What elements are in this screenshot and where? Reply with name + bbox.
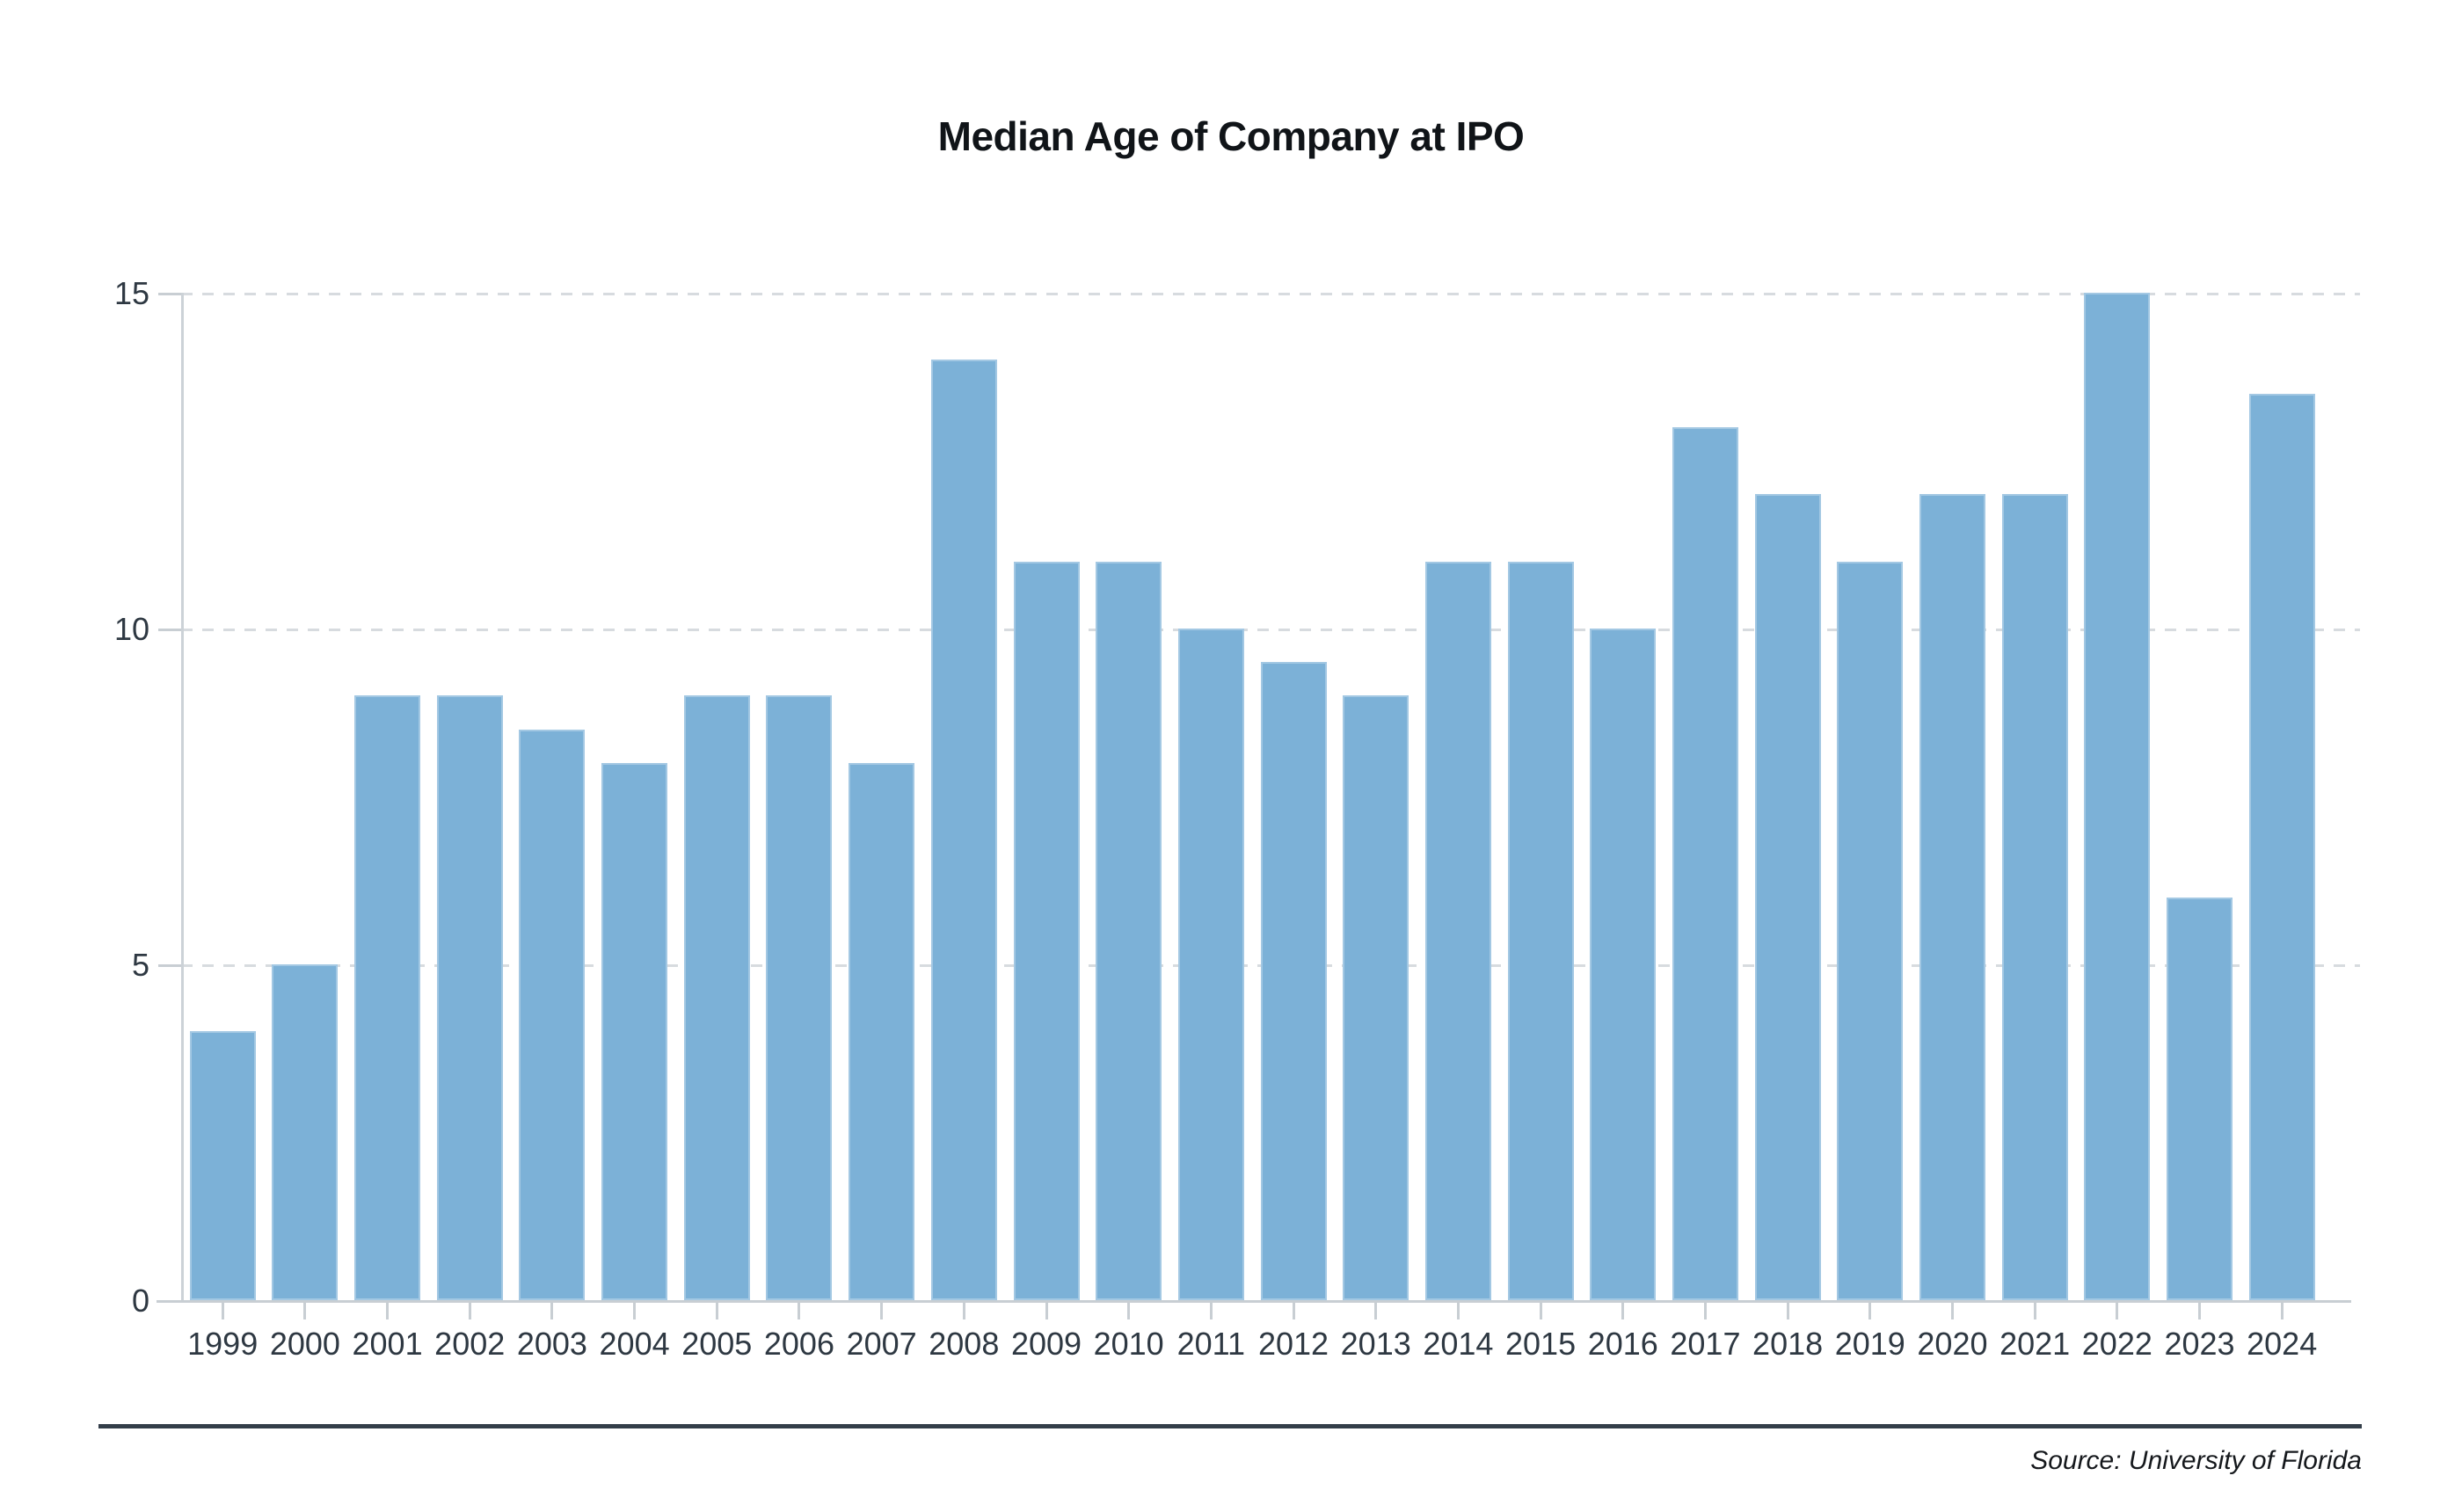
x-axis-tick xyxy=(1374,1302,1378,1319)
x-axis-tick xyxy=(1621,1302,1625,1319)
chart-title: Median Age of Company at IPO xyxy=(937,113,1525,159)
y-axis-tick xyxy=(158,293,181,295)
x-tick-label: 2002 xyxy=(434,1326,506,1362)
x-axis-tick xyxy=(221,1302,224,1319)
x-axis-tick xyxy=(715,1302,718,1319)
bar xyxy=(436,695,503,1300)
bar xyxy=(930,360,997,1300)
x-tick-label: 2022 xyxy=(2081,1326,2152,1362)
x-tick-label: 2024 xyxy=(2247,1326,2318,1362)
x-tick-label: 2015 xyxy=(1505,1326,1577,1362)
bar xyxy=(1343,695,1409,1300)
x-axis-tick xyxy=(880,1302,884,1319)
bar xyxy=(683,695,750,1300)
x-axis-tick xyxy=(962,1302,965,1319)
y-axis-tick xyxy=(158,629,181,631)
bar xyxy=(354,695,421,1300)
bar xyxy=(849,762,915,1300)
x-tick-label: 2020 xyxy=(1917,1326,1988,1362)
x-axis-tick xyxy=(1786,1302,1789,1319)
y-gridline xyxy=(181,293,2360,295)
y-tick-label: 5 xyxy=(131,947,149,983)
x-tick-label: 2008 xyxy=(929,1326,1000,1362)
x-axis-tick xyxy=(633,1302,637,1319)
bar xyxy=(2248,393,2315,1300)
x-axis-tick xyxy=(550,1302,554,1319)
bar xyxy=(2001,494,2068,1300)
y-axis-line xyxy=(181,293,184,1300)
x-axis-tick xyxy=(2198,1302,2202,1319)
x-tick-label: 2007 xyxy=(846,1326,917,1362)
bar xyxy=(1590,629,1657,1300)
x-tick-label: 2010 xyxy=(1093,1326,1164,1362)
bar xyxy=(1177,629,1244,1300)
bar xyxy=(1424,561,1491,1300)
x-axis-tick xyxy=(1045,1302,1048,1319)
bar xyxy=(1754,494,1821,1300)
x-axis-tick xyxy=(386,1302,390,1319)
bar xyxy=(766,695,833,1300)
x-axis-tick xyxy=(2116,1302,2119,1319)
y-tick-label: 15 xyxy=(113,275,149,311)
bar xyxy=(272,964,339,1300)
bar xyxy=(2167,897,2233,1300)
x-tick-label: 2023 xyxy=(2164,1326,2235,1362)
x-tick-label: 2001 xyxy=(352,1326,423,1362)
x-axis-tick xyxy=(1703,1302,1707,1319)
y-gridline xyxy=(181,629,2360,631)
x-axis-tick xyxy=(2033,1302,2036,1319)
x-axis-baseline xyxy=(157,1300,2351,1303)
y-tick-label: 10 xyxy=(113,611,149,647)
x-tick-label: 2021 xyxy=(1999,1326,2071,1362)
x-tick-label: 2000 xyxy=(269,1326,340,1362)
x-tick-label: 2006 xyxy=(763,1326,834,1362)
x-axis-tick xyxy=(1950,1302,1954,1319)
x-tick-label: 2013 xyxy=(1340,1326,1411,1362)
bar xyxy=(1672,426,1738,1300)
x-tick-label: 2017 xyxy=(1670,1326,1741,1362)
x-axis-tick xyxy=(1456,1302,1460,1319)
x-axis-tick xyxy=(1292,1302,1295,1319)
x-tick-label: 2004 xyxy=(599,1326,670,1362)
bar xyxy=(1013,561,1080,1300)
x-axis-tick xyxy=(1868,1302,1872,1319)
x-tick-label: 2003 xyxy=(516,1326,587,1362)
x-axis-tick xyxy=(1209,1302,1213,1319)
x-tick-label: 2018 xyxy=(1752,1326,1824,1362)
bar xyxy=(601,762,668,1300)
x-tick-label: 2016 xyxy=(1587,1326,1658,1362)
y-tick-label: 0 xyxy=(131,1283,149,1319)
x-tick-label: 2012 xyxy=(1257,1326,1329,1362)
x-tick-label: 2009 xyxy=(1010,1326,1082,1362)
x-tick-label: 2011 xyxy=(1176,1326,1246,1362)
bar xyxy=(1919,494,1985,1300)
bar xyxy=(2084,293,2151,1300)
bar xyxy=(189,1031,256,1300)
source-note: Source: University of Florida xyxy=(2030,1446,2362,1475)
x-axis-tick xyxy=(1127,1302,1131,1319)
x-tick-label: 2019 xyxy=(1834,1326,1905,1362)
x-axis-tick xyxy=(798,1302,801,1319)
x-tick-label: 1999 xyxy=(187,1326,259,1362)
x-axis-tick xyxy=(1539,1302,1542,1319)
x-tick-label: 2005 xyxy=(681,1326,753,1362)
x-tick-label: 2014 xyxy=(1423,1326,1494,1362)
bar xyxy=(1837,561,1904,1300)
bar xyxy=(519,729,586,1300)
y-axis-tick xyxy=(158,964,181,967)
bar xyxy=(1096,561,1162,1300)
x-axis-tick xyxy=(2280,1302,2284,1319)
footer-divider xyxy=(98,1424,2362,1428)
x-axis-tick xyxy=(468,1302,471,1319)
x-axis-tick xyxy=(303,1302,307,1319)
bar xyxy=(1507,561,1574,1300)
bar xyxy=(1260,662,1327,1300)
